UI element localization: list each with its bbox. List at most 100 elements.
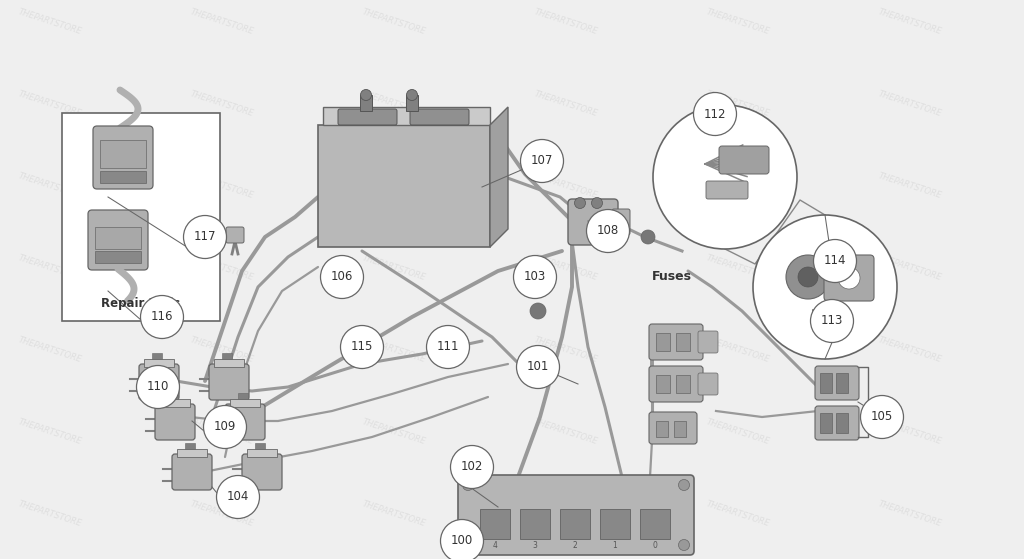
Circle shape	[838, 267, 860, 289]
Circle shape	[451, 446, 494, 489]
Text: THEPARTSTORE: THEPARTSTORE	[189, 418, 255, 447]
Text: 0: 0	[652, 541, 657, 550]
Text: THEPARTSTORE: THEPARTSTORE	[878, 7, 943, 36]
Text: 1: 1	[612, 541, 617, 550]
Text: THEPARTSTORE: THEPARTSTORE	[878, 418, 943, 447]
FancyBboxPatch shape	[318, 125, 490, 247]
Text: 116: 116	[151, 310, 173, 324]
FancyBboxPatch shape	[93, 126, 153, 189]
Text: THEPARTSTORE: THEPARTSTORE	[534, 172, 599, 201]
FancyBboxPatch shape	[649, 324, 703, 360]
Text: THEPARTSTORE: THEPARTSTORE	[878, 500, 943, 528]
FancyBboxPatch shape	[458, 475, 694, 555]
FancyBboxPatch shape	[177, 449, 207, 457]
FancyBboxPatch shape	[88, 210, 148, 270]
Circle shape	[321, 255, 364, 299]
Text: THEPARTSTORE: THEPARTSTORE	[361, 89, 427, 119]
Bar	[95, 227, 141, 249]
Text: THEPARTSTORE: THEPARTSTORE	[706, 7, 771, 36]
Text: 3: 3	[532, 541, 538, 550]
Circle shape	[463, 539, 473, 551]
Circle shape	[427, 325, 469, 368]
FancyBboxPatch shape	[410, 109, 469, 125]
Text: THEPARTSTORE: THEPARTSTORE	[361, 7, 427, 36]
Circle shape	[513, 255, 556, 299]
Bar	[676, 375, 690, 393]
Bar	[560, 509, 590, 539]
Circle shape	[140, 296, 183, 339]
Bar	[222, 353, 232, 359]
Circle shape	[679, 480, 689, 490]
FancyBboxPatch shape	[824, 255, 874, 301]
Text: THEPARTSTORE: THEPARTSTORE	[189, 89, 255, 119]
Text: 113: 113	[821, 315, 843, 328]
Text: THEPARTSTORE: THEPARTSTORE	[189, 500, 255, 528]
Bar	[676, 333, 690, 351]
FancyBboxPatch shape	[698, 331, 718, 353]
Text: THEPARTSTORE: THEPARTSTORE	[361, 500, 427, 528]
Text: THEPARTSTORE: THEPARTSTORE	[534, 253, 599, 282]
Text: Fuses: Fuses	[652, 271, 692, 283]
FancyBboxPatch shape	[139, 364, 179, 400]
Circle shape	[574, 197, 586, 209]
Text: 2: 2	[572, 541, 578, 550]
FancyBboxPatch shape	[226, 227, 244, 243]
Circle shape	[204, 405, 247, 448]
FancyBboxPatch shape	[698, 373, 718, 395]
Circle shape	[786, 255, 830, 299]
FancyBboxPatch shape	[209, 364, 249, 400]
Text: 4: 4	[493, 541, 498, 550]
Text: THEPARTSTORE: THEPARTSTORE	[534, 335, 599, 364]
Bar	[640, 509, 670, 539]
Text: THEPARTSTORE: THEPARTSTORE	[17, 172, 83, 201]
Circle shape	[183, 216, 226, 258]
FancyBboxPatch shape	[719, 146, 769, 174]
Circle shape	[587, 210, 630, 253]
Bar	[239, 393, 249, 399]
Bar	[520, 509, 550, 539]
Text: THEPARTSTORE: THEPARTSTORE	[17, 335, 83, 364]
Text: THEPARTSTORE: THEPARTSTORE	[706, 89, 771, 119]
Bar	[168, 393, 178, 399]
Text: THEPARTSTORE: THEPARTSTORE	[189, 335, 255, 364]
Circle shape	[440, 519, 483, 559]
Text: THEPARTSTORE: THEPARTSTORE	[189, 172, 255, 201]
Circle shape	[860, 396, 903, 438]
Text: THEPARTSTORE: THEPARTSTORE	[361, 418, 427, 447]
FancyBboxPatch shape	[230, 399, 260, 407]
Text: THEPARTSTORE: THEPARTSTORE	[706, 500, 771, 528]
Circle shape	[798, 267, 818, 287]
Text: 112: 112	[703, 107, 726, 121]
Bar	[255, 443, 265, 449]
FancyBboxPatch shape	[323, 107, 490, 125]
Bar	[820, 413, 831, 433]
Bar	[812, 309, 826, 317]
Bar	[100, 140, 146, 168]
Text: 100: 100	[451, 534, 473, 547]
FancyBboxPatch shape	[247, 449, 278, 457]
Text: THEPARTSTORE: THEPARTSTORE	[17, 7, 83, 36]
Bar	[360, 95, 372, 111]
FancyBboxPatch shape	[214, 359, 244, 367]
Bar	[153, 353, 163, 359]
FancyBboxPatch shape	[242, 454, 282, 490]
Bar	[656, 333, 670, 351]
Text: 114: 114	[823, 254, 846, 268]
Polygon shape	[490, 107, 508, 247]
Text: THEPARTSTORE: THEPARTSTORE	[878, 89, 943, 119]
Text: THEPARTSTORE: THEPARTSTORE	[17, 89, 83, 119]
Text: THEPARTSTORE: THEPARTSTORE	[361, 335, 427, 364]
Circle shape	[653, 105, 797, 249]
Text: 103: 103	[524, 271, 546, 283]
FancyBboxPatch shape	[568, 199, 618, 245]
Circle shape	[592, 197, 602, 209]
Bar	[100, 171, 146, 183]
FancyBboxPatch shape	[706, 181, 748, 199]
Text: THEPARTSTORE: THEPARTSTORE	[534, 418, 599, 447]
Bar	[600, 509, 630, 539]
Bar	[656, 375, 670, 393]
Circle shape	[530, 303, 546, 319]
Text: THEPARTSTORE: THEPARTSTORE	[361, 253, 427, 282]
FancyBboxPatch shape	[612, 209, 630, 235]
FancyBboxPatch shape	[815, 366, 859, 400]
